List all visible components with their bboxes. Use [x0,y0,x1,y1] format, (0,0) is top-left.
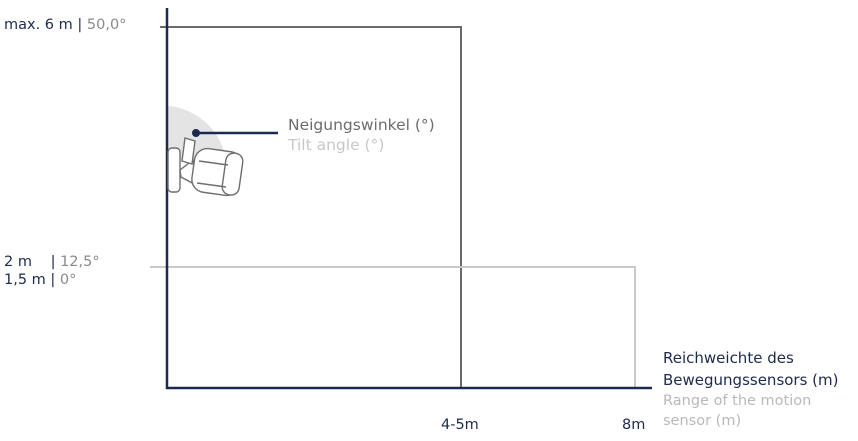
angle-0-value: 0° [59,272,77,288]
x-axis-title-en: Range of the motion sensor (m) [663,391,811,431]
separator: | [50,254,56,270]
x-axis-title-en-line1: Range of the motion [663,393,812,409]
max-angle-value: 50,0° [86,17,127,33]
max-height-value: max. 6 m [4,17,73,33]
max-height-label: max. 6 m | 50,0° [4,16,126,34]
x-axis-title-de-line2: Bewegungssensors (m) [663,371,839,389]
separator: | [77,17,83,33]
height-2m-value: 2 m [4,254,32,270]
tick-4-5m: 4-5m [441,417,479,433]
tilt-pointer-dot [192,129,200,137]
x-axis-title-en-line2: sensor (m) [663,413,742,429]
camera-icon [167,137,244,197]
height-1-5m-label: 1,5 m | 0° [4,271,76,289]
tick-8m: 8m [622,417,646,433]
separator: | [50,272,56,288]
x-axis-title-de-line1: Reichweichte des [663,349,794,367]
tilt-title-en: Tilt angle (°) [288,136,385,154]
angle-12-5-value: 12,5° [60,254,100,270]
tilt-title-de: Neigungswinkel (°) [288,116,435,134]
height-2m-label: 2 m | 12,5° [4,253,100,271]
height-1-5m-value: 1,5 m [4,272,46,288]
x-axis-title-de: Reichweichte des Bewegungssensors (m) [663,347,839,391]
